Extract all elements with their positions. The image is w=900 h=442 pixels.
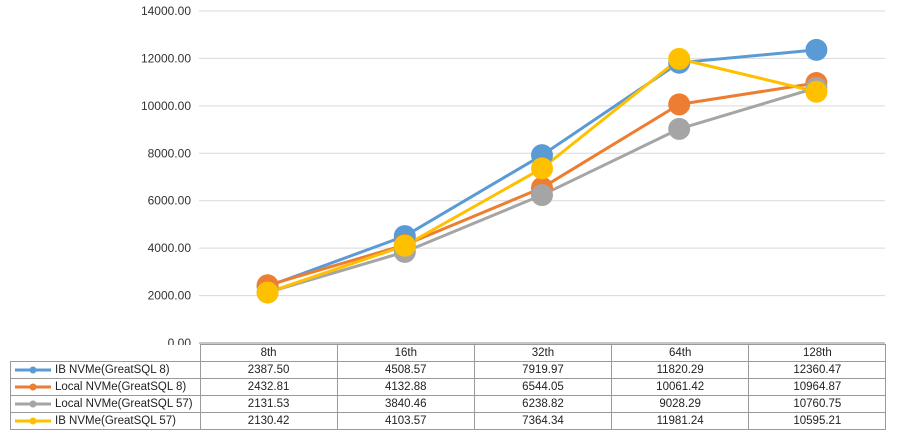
y-tick-label: 0.00 xyxy=(168,336,192,345)
category-header: 64th xyxy=(611,344,750,362)
legend-key-marker xyxy=(29,383,37,391)
data-point xyxy=(805,80,828,103)
data-point xyxy=(531,157,553,180)
series-name: IB NVMe(GreatSQL 8) xyxy=(55,364,170,376)
y-tick-label: 6000.00 xyxy=(148,194,192,208)
series-name: Local NVMe(GreatSQL 8) xyxy=(55,381,187,393)
y-axis-ticks: 0.00 2000.00 4000.00 6000.00 8000.00 10000.00… xyxy=(141,4,191,345)
line-chart: 0.00 2000.00 4000.00 6000.00 8000.00 10000.00… xyxy=(141,4,885,345)
value-cell: 10595.21 xyxy=(748,412,887,430)
legend-key-icon xyxy=(15,417,51,425)
category-header: 32th xyxy=(473,344,613,362)
category-header: 16th xyxy=(336,344,475,362)
value-cell: 2130.42 xyxy=(199,412,338,430)
legend-key-marker xyxy=(29,400,37,408)
data-point xyxy=(668,47,691,70)
data-point xyxy=(393,234,416,257)
value-cell: 11981.24 xyxy=(611,412,750,430)
y-tick-label: 2000.00 xyxy=(148,289,192,303)
data-point xyxy=(531,184,553,207)
data-point xyxy=(805,38,828,61)
value-cell: 2387.50 xyxy=(199,361,338,379)
y-tick-label: 12000.00 xyxy=(141,51,191,65)
category-header: 128th xyxy=(748,344,887,362)
table-row: IB NVMe(GreatSQL 8) 2387.50 4508.57 7919.97… xyxy=(10,361,887,379)
value-cell: 4132.88 xyxy=(336,378,475,396)
value-cell: 7364.34 xyxy=(473,412,613,430)
legend-entry: Local NVMe(GreatSQL 57) xyxy=(10,395,201,413)
category-header: 8th xyxy=(199,344,338,362)
value-cell: 4103.57 xyxy=(336,412,475,430)
value-cell: 6238.82 xyxy=(473,395,613,413)
legend-entry: IB NVMe(GreatSQL 8) xyxy=(10,361,201,379)
legend-key-icon xyxy=(15,400,51,408)
value-cell: 7919.97 xyxy=(473,361,613,379)
table-row: IB NVMe(GreatSQL 57) 2130.42 4103.57 7364.3… xyxy=(10,412,887,430)
y-tick-label: 8000.00 xyxy=(148,146,192,160)
legend-key-marker xyxy=(29,366,37,374)
value-cell: 2131.53 xyxy=(199,395,338,413)
data-point xyxy=(668,117,691,140)
value-cell: 10760.75 xyxy=(748,395,887,413)
data-point xyxy=(256,281,279,304)
value-cell: 4508.57 xyxy=(336,361,475,379)
y-tick-label: 4000.00 xyxy=(148,241,192,255)
value-cell: 11820.29 xyxy=(611,361,750,379)
data-point xyxy=(668,93,691,116)
legend-key-icon xyxy=(15,366,51,374)
series-points xyxy=(256,38,828,304)
table-corner-cell xyxy=(10,344,201,362)
value-cell: 9028.29 xyxy=(611,395,750,413)
value-cell: 10061.42 xyxy=(611,378,750,396)
legend-key-icon xyxy=(15,383,51,391)
legend-entry: Local NVMe(GreatSQL 8) xyxy=(10,378,201,396)
series-name: Local NVMe(GreatSQL 57) xyxy=(55,398,193,410)
data-table: 8th 16th 32th 64th 128th IB NVMe(GreatSQL 8)… xyxy=(10,344,887,430)
series-name: IB NVMe(GreatSQL 57) xyxy=(55,415,177,427)
table-row: Local NVMe(GreatSQL 57) 2131.53 3840.46 623… xyxy=(10,395,887,413)
value-cell: 12360.47 xyxy=(748,361,887,379)
value-cell: 6544.05 xyxy=(473,378,613,396)
legend-entry: IB NVMe(GreatSQL 57) xyxy=(10,412,201,430)
table-header-row: 8th 16th 32th 64th 128th xyxy=(10,344,887,362)
value-cell: 2432.81 xyxy=(199,378,338,396)
table-row: Local NVMe(GreatSQL 8) 2432.81 4132.88 6544… xyxy=(10,378,887,396)
y-tick-label: 10000.00 xyxy=(141,99,191,113)
value-cell: 3840.46 xyxy=(336,395,475,413)
y-tick-label: 14000.00 xyxy=(141,4,191,18)
value-cell: 10964.87 xyxy=(748,378,887,396)
legend-key-marker xyxy=(29,417,37,425)
